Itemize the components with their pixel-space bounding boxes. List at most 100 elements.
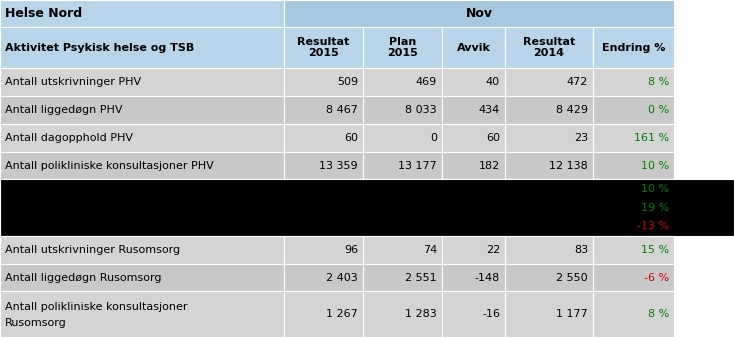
Bar [593, 264, 674, 292]
Bar [0, 124, 284, 152]
Bar [442, 68, 505, 96]
Text: 2 403: 2 403 [326, 273, 358, 282]
Bar [363, 264, 442, 292]
Bar [442, 152, 505, 179]
Text: 19 %: 19 % [641, 203, 669, 213]
Bar [284, 152, 363, 179]
Bar [363, 124, 442, 152]
Bar [505, 96, 593, 124]
Text: 0 %: 0 % [648, 105, 669, 115]
Bar [0, 236, 284, 264]
Bar [442, 96, 505, 124]
Text: Rusomsorg: Rusomsorg [5, 318, 67, 328]
Text: 83: 83 [574, 245, 588, 255]
Text: 12 138: 12 138 [549, 160, 588, 171]
Text: 469: 469 [415, 77, 437, 87]
Text: 2 550: 2 550 [556, 273, 588, 282]
Text: Antall dagopphold PHV: Antall dagopphold PHV [5, 133, 133, 143]
Text: 60: 60 [344, 133, 358, 143]
Text: 8 467: 8 467 [326, 105, 358, 115]
Text: 74: 74 [423, 245, 437, 255]
Bar [363, 152, 442, 179]
Bar [442, 124, 505, 152]
Bar [0, 0, 284, 27]
Text: Antall utskrivninger PHV: Antall utskrivninger PHV [5, 77, 141, 87]
Text: 472: 472 [567, 77, 588, 87]
Text: 8 %: 8 % [647, 77, 669, 87]
Bar [505, 124, 593, 152]
Bar [593, 152, 674, 179]
Bar [593, 96, 674, 124]
Text: 161 %: 161 % [634, 133, 669, 143]
Bar [284, 236, 363, 264]
Text: Plan
2015: Plan 2015 [387, 37, 418, 58]
Bar [593, 236, 674, 264]
Text: 8 429: 8 429 [556, 105, 588, 115]
Text: Nov: Nov [465, 7, 493, 20]
Bar [284, 96, 363, 124]
Bar [0, 264, 284, 292]
Text: 0: 0 [430, 133, 437, 143]
Text: -148: -148 [475, 273, 500, 282]
Text: -16: -16 [482, 309, 500, 319]
Bar [505, 152, 593, 179]
Text: 182: 182 [479, 160, 500, 171]
Text: Helse Nord: Helse Nord [5, 7, 82, 20]
Text: 8 033: 8 033 [405, 105, 437, 115]
Bar [442, 236, 505, 264]
Bar [284, 0, 674, 27]
Text: -6 %: -6 % [644, 273, 669, 282]
Text: 10 %: 10 % [641, 160, 669, 171]
Bar [284, 292, 363, 337]
Bar [593, 68, 674, 96]
Bar [0, 179, 734, 236]
Text: 1 177: 1 177 [556, 309, 588, 319]
Text: 60: 60 [486, 133, 500, 143]
Text: Resultat
2015: Resultat 2015 [297, 37, 349, 58]
Text: 8 %: 8 % [647, 309, 669, 319]
Text: 1 267: 1 267 [326, 309, 358, 319]
Bar [442, 27, 505, 68]
Bar [363, 27, 442, 68]
Text: 434: 434 [479, 105, 500, 115]
Bar [593, 124, 674, 152]
Text: 10 %: 10 % [641, 184, 669, 194]
Bar [593, 292, 674, 337]
Bar [284, 27, 363, 68]
Bar [442, 292, 505, 337]
Bar [593, 27, 674, 68]
Bar [505, 236, 593, 264]
Text: 13 359: 13 359 [319, 160, 358, 171]
Bar [363, 96, 442, 124]
Bar [0, 152, 284, 179]
Bar [505, 292, 593, 337]
Text: Antall polikliniske konsultasjoner PHV: Antall polikliniske konsultasjoner PHV [5, 160, 214, 171]
Bar [505, 264, 593, 292]
Text: Endring %: Endring % [602, 42, 665, 53]
Text: -13 %: -13 % [637, 221, 669, 232]
Text: Antall liggedøgn PHV: Antall liggedøgn PHV [5, 105, 123, 115]
Text: 23: 23 [574, 133, 588, 143]
Bar [284, 264, 363, 292]
Bar [0, 292, 284, 337]
Bar [505, 27, 593, 68]
Text: Antall liggedøgn Rusomsorg: Antall liggedøgn Rusomsorg [5, 273, 161, 282]
Text: Antall utskrivninger Rusomsorg: Antall utskrivninger Rusomsorg [5, 245, 180, 255]
Text: Resultat
2014: Resultat 2014 [523, 37, 575, 58]
Text: Aktivitet Psykisk helse og TSB: Aktivitet Psykisk helse og TSB [5, 42, 195, 53]
Text: 1 283: 1 283 [405, 309, 437, 319]
Bar [284, 68, 363, 96]
Text: 15 %: 15 % [641, 245, 669, 255]
Bar [0, 27, 284, 68]
Text: 13 177: 13 177 [399, 160, 437, 171]
Bar [284, 124, 363, 152]
Bar [363, 68, 442, 96]
Text: 40: 40 [486, 77, 500, 87]
Bar [0, 68, 284, 96]
Text: 509: 509 [337, 77, 358, 87]
Text: 22: 22 [486, 245, 500, 255]
Text: Avvik: Avvik [457, 42, 490, 53]
Bar [442, 264, 505, 292]
Bar [505, 68, 593, 96]
Text: 96: 96 [344, 245, 358, 255]
